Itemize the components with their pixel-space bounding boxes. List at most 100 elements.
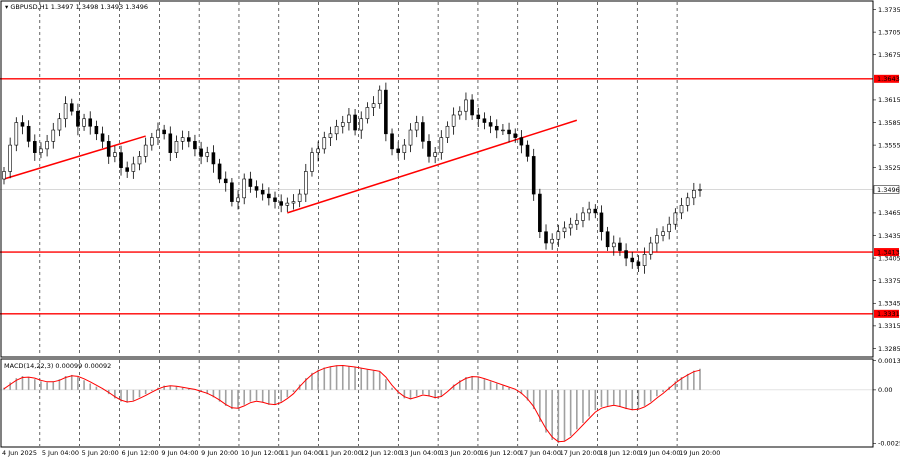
candle-bull [205,152,210,157]
candle-bull [8,144,12,172]
symbol-info: GBPUSD,H1 1.3497 1.3498 1.3493 1.3496 [10,3,148,11]
candle-bear [636,261,641,266]
y-tick-label: 1.3435 [878,232,900,240]
candle-bear [94,125,99,135]
candle-bull [648,242,653,255]
candle-bull [113,152,117,157]
candle-bull [137,156,142,165]
candle-bull [439,137,444,153]
candle-bull [291,201,296,204]
candle-bear [20,122,25,127]
candle-bull [14,122,19,146]
candle-bull [414,122,419,131]
x-tick-label: 5 Jun 04:00 [42,449,79,457]
candle-bear [186,137,191,142]
macd-pane-frame [0,358,874,448]
candle-bull [39,148,43,153]
x-tick-label: 6 Jun 12:00 [121,449,158,457]
y-tick-label: 1.3555 [878,141,900,149]
candle-bear [476,114,481,120]
candle-bull [556,231,561,240]
candle-bull [328,133,333,138]
macd-label: MACD(14,22,3) 0.00099 0.00092 [4,362,111,370]
candle-bear [507,129,511,135]
candle-bear [211,152,216,165]
candle-bull [550,238,554,244]
candle-bull [285,202,290,206]
candle-bull [45,141,49,150]
candle-bull [464,99,468,112]
candle-bear [279,201,283,206]
candle-bull [304,171,308,195]
collapse-triangle-icon: ▾ [5,3,10,11]
candle-bear [544,231,548,244]
y-tick-label: 1.3705 [878,28,900,36]
current-price-tag [873,185,900,194]
candle-bull [408,129,413,146]
candle-bull [2,171,6,180]
candle-bear [494,125,499,131]
candle-bear [223,178,228,184]
candle-bull [642,254,647,266]
trendline-layer [3,119,578,214]
candle-bull [562,227,567,233]
candle-bull [131,163,136,172]
candle-bear [427,141,431,157]
y-tick-label: 1.3525 [878,164,900,172]
candle-bear [267,193,271,199]
x-tick-label: 11 Jun 04:00 [281,449,322,457]
candle-bull [679,205,684,214]
candle-bear [353,114,357,131]
candle-bull [51,129,56,142]
candle-bull [322,137,327,150]
candle-bear [593,208,598,214]
x-tick-label: 13 Jun 20:00 [440,449,481,457]
candle-bear [513,133,518,138]
candle-bull [340,122,345,127]
x-tick-label: 11 Jun 20:00 [321,449,362,457]
macd-signal-line [3,364,701,443]
candle-bull [371,103,376,108]
candle-bull [501,129,505,132]
x-tick-label: 9 Jun 04:00 [161,449,198,457]
candle-layer [2,82,702,274]
y-tick-label: 1.3285 [878,345,900,353]
y-tick-label: 1.3405 [878,254,900,262]
candle-bear [168,133,173,153]
candle-bear [69,103,74,112]
candle-bear [384,89,388,135]
candle-bull [242,178,247,199]
candle-bear [26,125,31,142]
symbol-header: ▾ GBPUSD,H1 1.3497 1.3498 1.3493 1.3496 [5,3,148,11]
candle-bear [254,186,259,191]
candle-bull [673,212,678,225]
candle-bull [82,118,86,127]
macd-y-tick-label: 0.00 [878,386,892,394]
candle-bull [174,141,179,153]
candle-bull [692,189,696,199]
candle-bull [575,220,579,225]
candle-bear [421,122,425,142]
candle-bear [76,110,80,127]
candle-bull [365,107,370,120]
grid-layer [39,2,678,446]
candle-bear [624,250,628,259]
candle-bear [230,182,234,202]
x-tick-label: 9 Jun 20:00 [201,449,238,457]
level-price-label: 1.3413 [877,248,900,256]
x-tick-label: 4 Jun 2025 [2,449,37,457]
candle-bear [100,133,105,142]
candle-bull [316,148,320,153]
level-layer [0,78,873,315]
trendline [287,119,578,214]
candle-bull [334,125,339,135]
axis-layer: 4 Jun 2025 5 Jun 04:00 5 Jun 20:00 6 Jun 12… [2,6,900,457]
candle-bull [57,118,62,131]
candle-bull [347,114,351,123]
candle-bear [32,141,37,153]
x-tick-label: 10 Jun 12:00 [241,449,282,457]
candle-bear [88,118,93,127]
y-tick-label: 1.3675 [878,51,900,59]
